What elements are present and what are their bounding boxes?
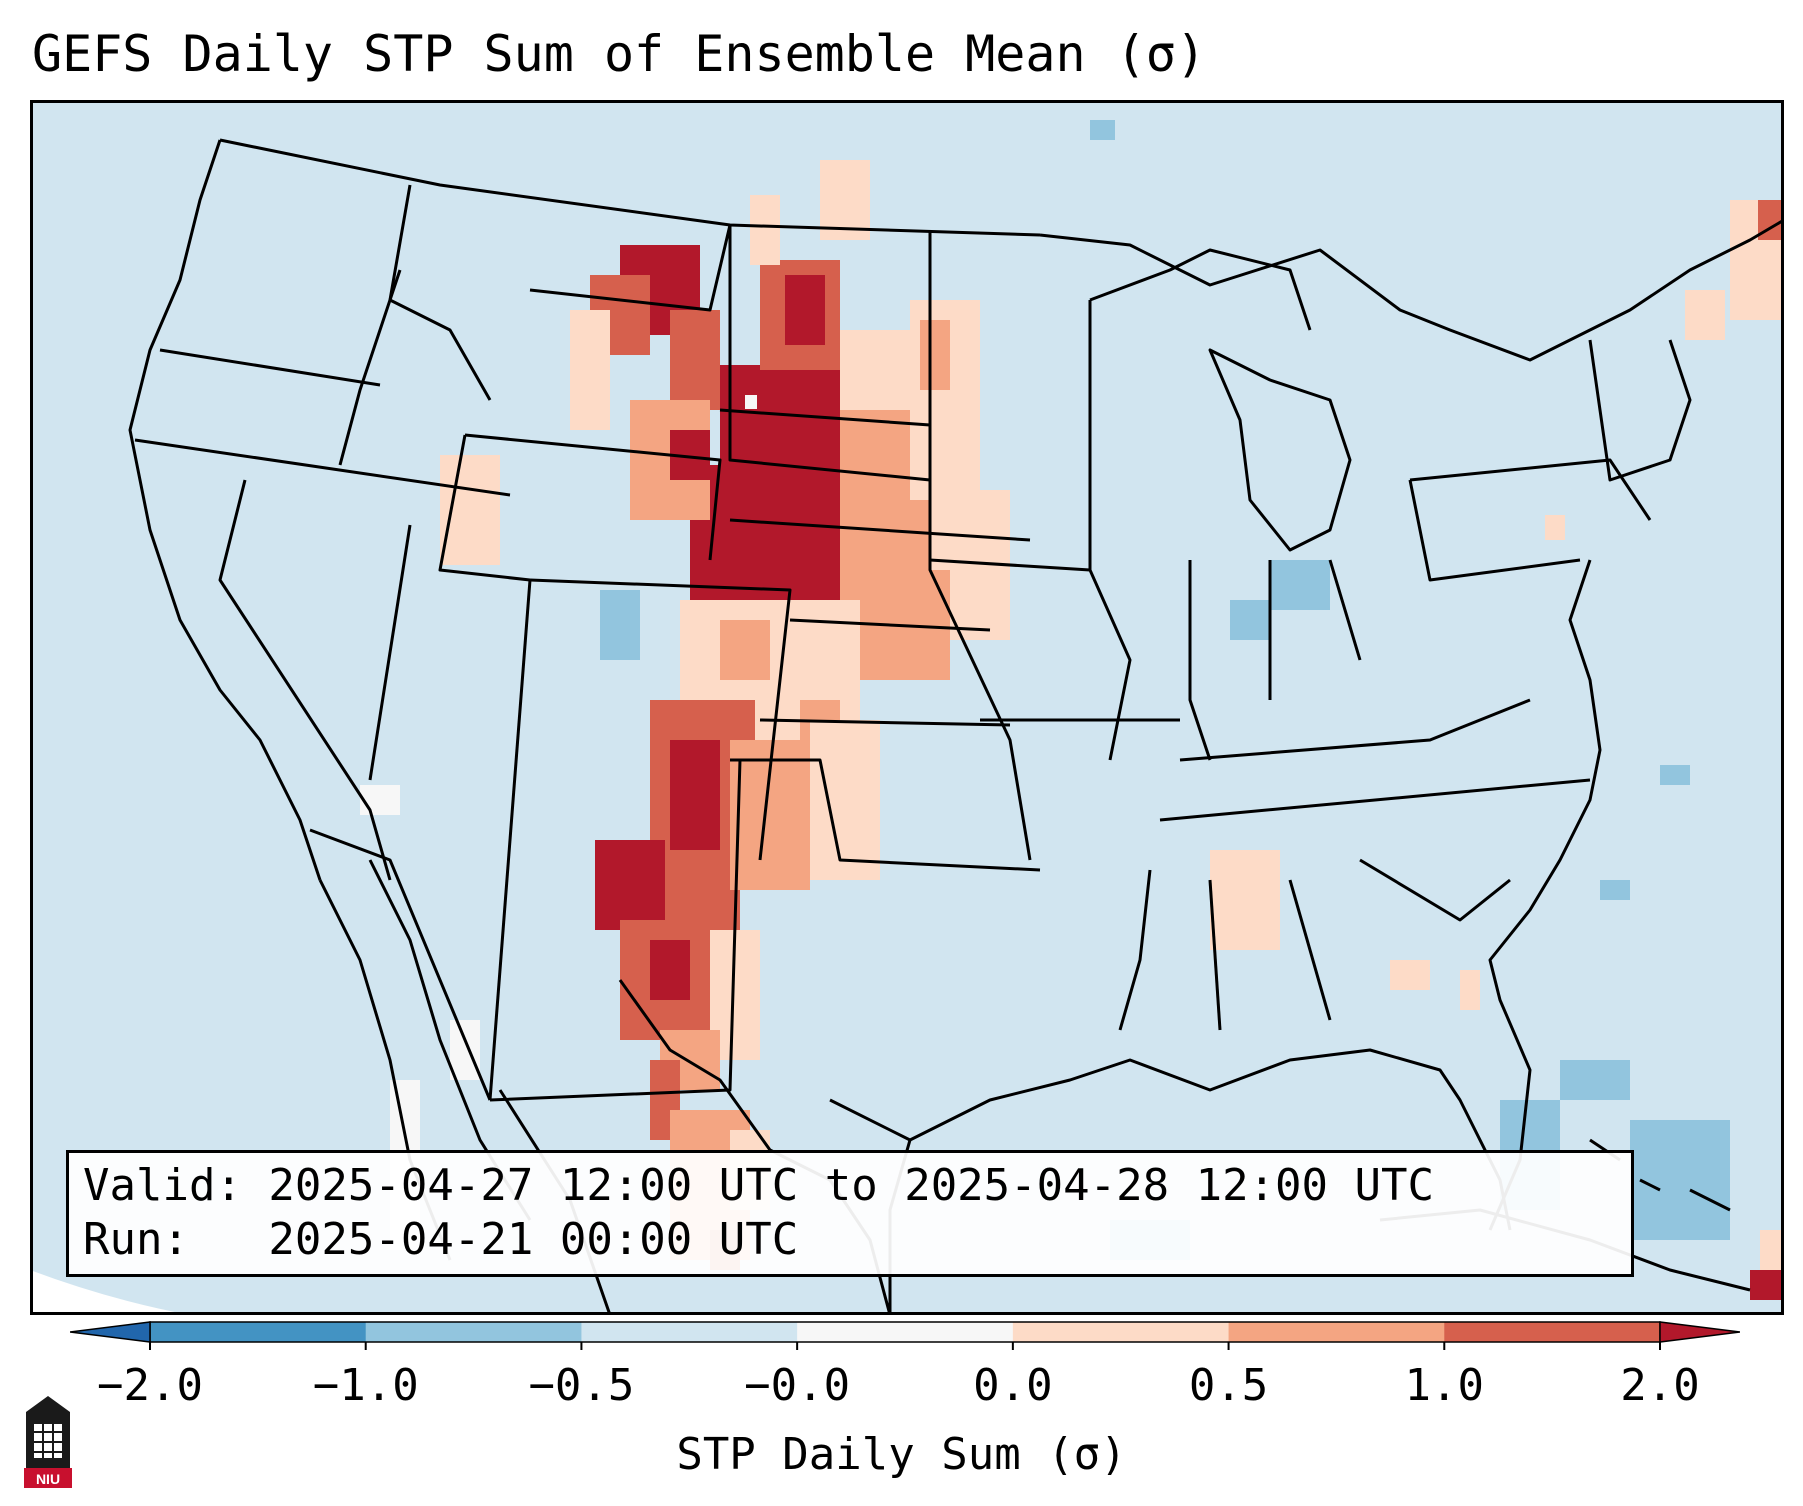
colorbar-tick-label: 0.5 xyxy=(1189,1360,1268,1411)
niu-logo-text: NIU xyxy=(36,1471,60,1487)
stp-cell-strong xyxy=(670,310,720,410)
colorbar-tick-label: 2.0 xyxy=(1620,1360,1699,1411)
stp-cell-light xyxy=(1545,515,1565,540)
colorbar-bin xyxy=(1228,1322,1445,1342)
colorbar: −2.0 −1.0 −0.5 −0.0 0.0 0.5 1.0 2.0 xyxy=(69,1320,1741,1424)
colorbar-bin xyxy=(1444,1322,1661,1342)
colorbar-bin xyxy=(365,1322,582,1342)
stp-cell-light xyxy=(1760,1230,1784,1270)
stp-cell-negative xyxy=(1600,880,1630,900)
stp-cell-light xyxy=(1210,850,1280,950)
colorbar-tick-label: −1.0 xyxy=(313,1360,419,1411)
stp-cell-negative xyxy=(1270,560,1330,610)
stp-cell-max xyxy=(595,840,665,930)
stp-cell-neutral xyxy=(360,785,400,815)
stp-cell-max xyxy=(1750,1270,1784,1300)
colorbar-bin xyxy=(797,1322,1014,1342)
valid-time-text: Valid: 2025-04-27 12:00 UTC to 2025-04-2… xyxy=(83,1160,1435,1211)
colorbar-over-triangle xyxy=(1659,1321,1741,1343)
chart-title: GEFS Daily STP Sum of Ensemble Mean (σ) xyxy=(32,25,1206,83)
valid-run-info-box: Valid: 2025-04-27 12:00 UTC to 2025-04-2… xyxy=(66,1150,1634,1277)
stp-cell-negative xyxy=(1090,120,1115,140)
run-time-text: Run: 2025-04-21 00:00 UTC xyxy=(83,1214,799,1265)
stp-cell-light xyxy=(570,310,610,430)
colorbar-bin xyxy=(150,1322,367,1342)
stp-anomaly-field xyxy=(360,120,1784,1300)
colorbar-tick-label: 1.0 xyxy=(1405,1360,1484,1411)
colorbar-bin xyxy=(1012,1322,1230,1342)
colorbar-under-triangle xyxy=(69,1321,151,1343)
stp-cell-negative xyxy=(600,590,640,660)
stp-cell-light xyxy=(1460,970,1480,1010)
stp-cell-light xyxy=(1685,290,1725,340)
stp-cell-light xyxy=(440,455,500,565)
stp-cell-moderate xyxy=(920,320,950,390)
projection-edge xyxy=(30,1270,190,1315)
colorbar-tick-label: −2.0 xyxy=(97,1360,203,1411)
colorbar-tick-label: −0.0 xyxy=(744,1360,850,1411)
colorbar-tick-label: 0.0 xyxy=(973,1360,1052,1411)
niu-logo: NIU xyxy=(18,1390,78,1494)
stp-cell-negative xyxy=(1630,1120,1730,1240)
stp-cell-max xyxy=(670,740,720,850)
stp-cell-light xyxy=(810,720,880,880)
map-panel xyxy=(30,100,1784,1315)
stp-cell-light xyxy=(750,195,780,265)
colorbar-bin xyxy=(581,1322,798,1342)
stp-cell-light xyxy=(840,330,910,410)
stp-cell-neutral xyxy=(450,1020,480,1080)
stp-cell-neutral xyxy=(745,395,757,409)
stp-cell-moderate xyxy=(720,620,770,680)
stp-cell-negative xyxy=(1560,1060,1630,1100)
map-background xyxy=(30,100,1784,1315)
stp-cell-max xyxy=(785,275,825,345)
stp-cell-negative xyxy=(1660,765,1690,785)
stp-cell-light xyxy=(1390,960,1430,990)
map-border xyxy=(30,100,1784,1315)
stp-cell-light xyxy=(820,160,870,240)
stp-cell-negative xyxy=(1230,600,1270,640)
colorbar-tick-label: −0.5 xyxy=(528,1360,634,1411)
colorbar-label: STP Daily Sum (σ) xyxy=(676,1429,1127,1480)
stp-cell-max xyxy=(650,940,690,1000)
